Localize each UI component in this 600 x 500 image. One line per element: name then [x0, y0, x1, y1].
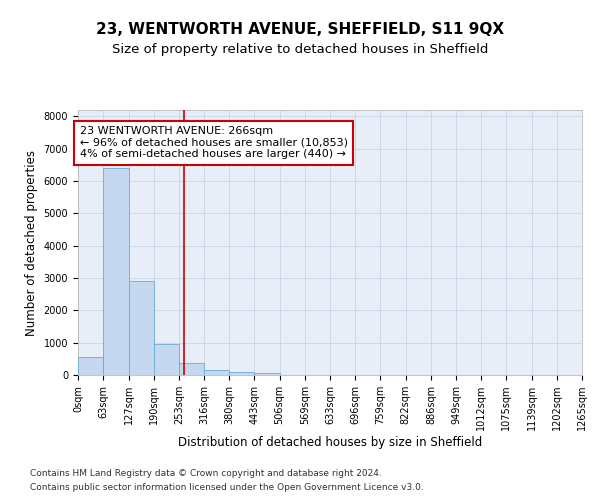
Bar — [179, 362, 204, 375]
Bar — [78, 357, 103, 375]
Text: Contains HM Land Registry data © Crown copyright and database right 2024.: Contains HM Land Registry data © Crown c… — [30, 468, 382, 477]
Bar — [229, 372, 254, 375]
Text: 23 WENTWORTH AVENUE: 266sqm
← 96% of detached houses are smaller (10,853)
4% of : 23 WENTWORTH AVENUE: 266sqm ← 96% of det… — [80, 126, 347, 160]
X-axis label: Distribution of detached houses by size in Sheffield: Distribution of detached houses by size … — [178, 436, 482, 449]
Y-axis label: Number of detached properties: Number of detached properties — [25, 150, 38, 336]
Bar — [204, 370, 229, 375]
Bar — [103, 168, 128, 375]
Text: Contains public sector information licensed under the Open Government Licence v3: Contains public sector information licen… — [30, 484, 424, 492]
Bar — [254, 374, 280, 375]
Bar — [154, 344, 179, 375]
Bar — [128, 280, 154, 375]
Text: 23, WENTWORTH AVENUE, SHEFFIELD, S11 9QX: 23, WENTWORTH AVENUE, SHEFFIELD, S11 9QX — [96, 22, 504, 38]
Text: Size of property relative to detached houses in Sheffield: Size of property relative to detached ho… — [112, 42, 488, 56]
